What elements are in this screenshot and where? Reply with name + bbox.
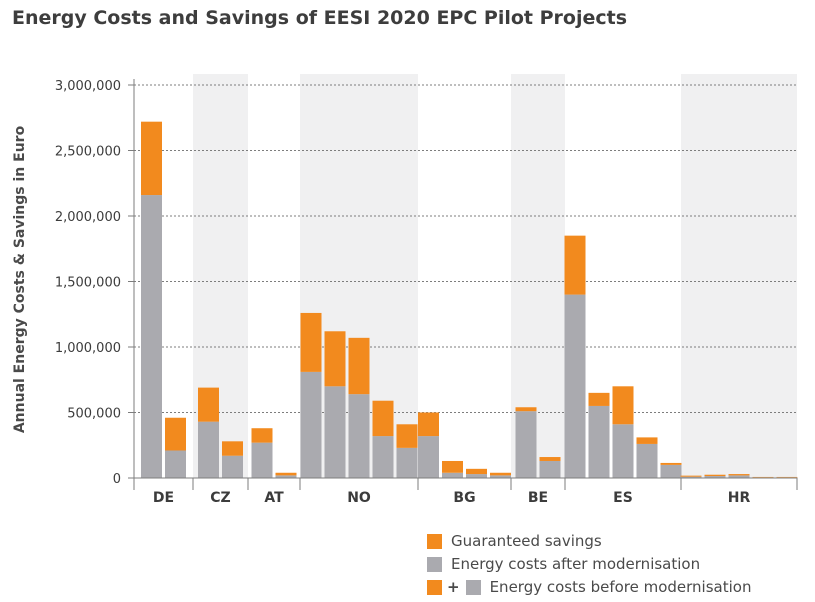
bar-savings-es-2 (588, 392, 610, 406)
legend-swatch-savings (427, 533, 442, 549)
legend-swatch-before-after (465, 579, 481, 595)
bar-after-de-1 (141, 195, 162, 479)
bar-savings-es-1 (564, 235, 586, 295)
bar-savings-es-5 (660, 462, 682, 465)
bar-after-bg-1 (418, 436, 439, 478)
bar-savings-es-4 (636, 437, 658, 444)
bar-after-es-4 (636, 443, 658, 478)
bar-savings-no-5 (396, 424, 418, 448)
legend-item-after: Energy costs after modernisation (427, 555, 700, 573)
bar-savings-hr-1 (680, 475, 702, 477)
bar-after-be-1 (515, 411, 537, 478)
bar-savings-be-2 (539, 457, 561, 461)
y-tick-label: 2,500,000 (55, 145, 121, 160)
bar-savings-bg-1 (418, 412, 439, 437)
bar-savings-at-2 (275, 472, 297, 476)
legend-swatch-before-savings (427, 579, 442, 595)
bar-after-es-2 (588, 405, 610, 478)
bar-savings-no-2 (324, 331, 346, 387)
bar-savings-at-1 (251, 428, 273, 443)
bar-after-no-2 (324, 386, 346, 478)
bar-after-es-3 (612, 424, 634, 478)
legend-plus-sign: + (447, 578, 460, 596)
bar-after-hr-1 (680, 476, 702, 478)
legend-item-before: + Energy costs before modernisation (427, 578, 751, 596)
bar-after-es-1 (564, 294, 586, 478)
bar-savings-es-3 (612, 386, 634, 425)
y-tick-label: 2,000,000 (55, 210, 121, 225)
bar-savings-de-2 (165, 417, 186, 451)
bar-after-cz-2 (222, 455, 243, 478)
category-label-cz: CZ (210, 490, 230, 506)
bar-after-es-5 (660, 464, 682, 478)
bar-after-hr-2 (704, 476, 726, 478)
bar-savings-cz-2 (222, 441, 243, 456)
bar-savings-bg-2 (442, 460, 463, 473)
y-tick-label: 1,000,000 (55, 341, 121, 356)
bar-after-no-1 (300, 371, 322, 478)
chart-title: Energy Costs and Savings of EESI 2020 EP… (12, 7, 628, 29)
category-label-de: DE (153, 490, 174, 506)
bar-after-be-2 (539, 460, 561, 478)
y-tick-label: 1,500,000 (55, 276, 121, 291)
bar-savings-hr-2 (704, 474, 726, 477)
legend-label-before: Energy costs before modernisation (489, 578, 752, 596)
bar-savings-no-3 (348, 337, 370, 395)
bar-savings-de-1 (141, 121, 162, 196)
bar-after-at-1 (251, 442, 273, 478)
bar-after-hr-3 (728, 475, 750, 478)
bar-after-cz-1 (198, 421, 219, 478)
group-band-hr (681, 74, 797, 478)
category-label-bg: BG (453, 490, 475, 506)
y-axis-label: Annual Energy Costs & Savings in Euro (12, 125, 28, 433)
bar-savings-bg-3 (466, 468, 487, 475)
bar-after-bg-2 (442, 472, 463, 478)
bar-after-no-5 (396, 447, 418, 478)
bar-after-bg-3 (466, 474, 487, 478)
bar-savings-no-1 (300, 312, 322, 372)
bar-after-at-2 (275, 475, 297, 478)
category-label-be: BE (528, 490, 548, 506)
bar-savings-hr-3 (728, 474, 750, 476)
y-tick-label: 3,000,000 (55, 79, 121, 94)
category-label-no: NO (347, 490, 371, 506)
bar-after-no-4 (372, 436, 394, 478)
legend-swatch-after (427, 556, 442, 572)
category-label-hr: HR (728, 490, 751, 506)
bar-savings-cz-1 (198, 387, 219, 422)
legend-label-after: Energy costs after modernisation (451, 555, 701, 573)
bar-savings-bg-4 (490, 472, 511, 476)
bar-after-de-2 (165, 450, 186, 478)
y-tick-label: 0 (113, 472, 121, 487)
bar-savings-be-1 (515, 407, 537, 412)
legend-label-savings: Guaranteed savings (451, 532, 602, 550)
y-tick-label: 500,000 (67, 407, 121, 422)
bar-after-no-3 (348, 394, 370, 478)
category-label-at: AT (264, 490, 284, 506)
legend-item-savings: Guaranteed savings (427, 532, 602, 550)
category-label-es: ES (613, 490, 633, 506)
bar-after-bg-4 (490, 475, 511, 478)
bar-savings-no-4 (372, 400, 394, 437)
